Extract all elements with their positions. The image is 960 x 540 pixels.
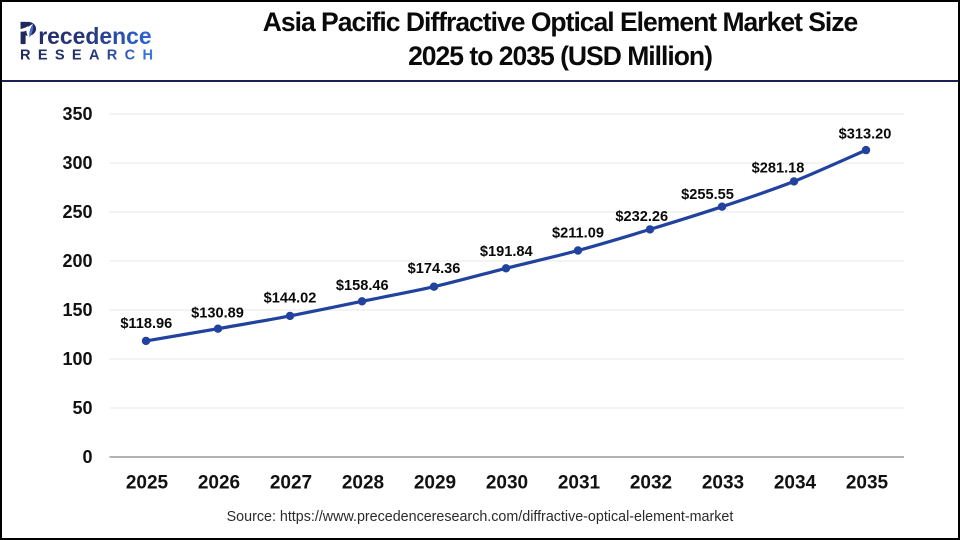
svg-text:100: 100: [62, 349, 92, 369]
svg-text:2030: 2030: [486, 472, 528, 493]
svg-text:$281.18: $281.18: [752, 160, 805, 176]
svg-text:2028: 2028: [342, 472, 384, 493]
svg-text:$211.09: $211.09: [552, 225, 604, 241]
svg-text:$174.36: $174.36: [408, 261, 461, 277]
svg-text:$313.20: $313.20: [839, 127, 892, 143]
svg-text:$118.96: $118.96: [120, 316, 172, 332]
svg-text:2032: 2032: [630, 472, 672, 493]
svg-text:50: 50: [72, 398, 92, 418]
svg-text:$191.84: $191.84: [480, 244, 534, 260]
svg-text:2031: 2031: [558, 472, 601, 493]
svg-text:$255.55: $255.55: [681, 187, 734, 203]
svg-text:200: 200: [62, 251, 92, 271]
svg-text:0: 0: [82, 447, 92, 467]
svg-text:350: 350: [62, 104, 92, 124]
svg-text:2025: 2025: [126, 472, 169, 493]
svg-text:recedence: recedence: [38, 23, 151, 49]
svg-text:150: 150: [62, 300, 92, 320]
svg-text:2026: 2026: [198, 472, 240, 493]
svg-text:RESEARCH: RESEARCH: [20, 47, 160, 63]
svg-text:2035: 2035: [846, 472, 889, 493]
svg-text:300: 300: [62, 153, 92, 173]
svg-text:$158.46: $158.46: [336, 278, 389, 294]
svg-text:2027: 2027: [270, 472, 312, 493]
svg-text:$144.02: $144.02: [264, 291, 317, 307]
svg-text:2029: 2029: [414, 472, 456, 493]
svg-text:$130.89: $130.89: [191, 305, 244, 321]
svg-text:2034: 2034: [774, 472, 817, 493]
svg-text:250: 250: [62, 202, 92, 222]
svg-text:2033: 2033: [702, 472, 744, 493]
svg-text:$232.26: $232.26: [615, 209, 668, 225]
